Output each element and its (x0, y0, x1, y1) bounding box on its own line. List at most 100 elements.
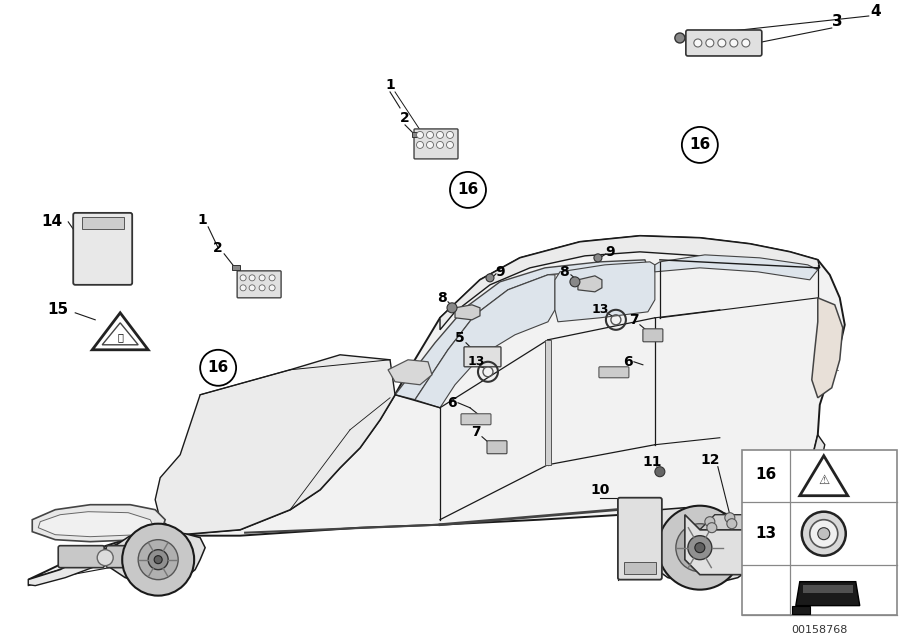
Polygon shape (685, 515, 779, 575)
FancyBboxPatch shape (73, 213, 132, 285)
Circle shape (706, 523, 716, 533)
Circle shape (446, 141, 454, 148)
Circle shape (594, 254, 602, 262)
Circle shape (682, 127, 718, 163)
Text: 2: 2 (400, 111, 410, 125)
Circle shape (436, 141, 444, 148)
Bar (232, 265, 240, 270)
Polygon shape (555, 262, 655, 322)
Text: 1: 1 (385, 78, 395, 92)
FancyBboxPatch shape (237, 271, 281, 298)
Polygon shape (38, 512, 155, 537)
Text: 16: 16 (755, 467, 777, 482)
Circle shape (730, 39, 738, 47)
Text: 8: 8 (559, 265, 569, 279)
FancyBboxPatch shape (618, 498, 662, 579)
Text: 7: 7 (629, 313, 639, 327)
Polygon shape (640, 508, 761, 584)
FancyBboxPatch shape (58, 546, 104, 568)
Polygon shape (710, 435, 824, 536)
Circle shape (427, 141, 434, 148)
Text: 15: 15 (48, 302, 68, 317)
Text: 2: 2 (213, 241, 223, 255)
FancyBboxPatch shape (487, 441, 507, 453)
Circle shape (450, 172, 486, 208)
FancyBboxPatch shape (464, 347, 501, 367)
Circle shape (427, 132, 434, 139)
Polygon shape (803, 584, 853, 593)
Polygon shape (28, 236, 845, 579)
Polygon shape (655, 255, 818, 280)
Circle shape (417, 132, 424, 139)
Circle shape (154, 556, 162, 563)
Circle shape (718, 39, 725, 47)
Circle shape (139, 540, 178, 579)
Circle shape (259, 285, 266, 291)
Polygon shape (440, 236, 820, 330)
Text: 4: 4 (870, 4, 881, 20)
Text: 16: 16 (208, 360, 229, 375)
Circle shape (447, 303, 457, 313)
Circle shape (446, 132, 454, 139)
Text: 8: 8 (437, 291, 447, 305)
Circle shape (269, 285, 275, 291)
Text: 🔆: 🔆 (117, 332, 123, 342)
Text: 13: 13 (591, 303, 608, 316)
Polygon shape (796, 582, 860, 605)
Bar (742, 450, 896, 614)
Text: 12: 12 (700, 453, 720, 467)
Circle shape (658, 506, 742, 590)
Circle shape (810, 520, 838, 548)
Text: 13: 13 (755, 526, 777, 541)
Bar (412, 132, 420, 137)
Circle shape (148, 550, 168, 570)
Text: 3: 3 (832, 15, 843, 29)
Polygon shape (415, 275, 555, 408)
Text: 14: 14 (41, 214, 63, 230)
Circle shape (240, 285, 246, 291)
Circle shape (249, 275, 255, 281)
Text: 6: 6 (623, 355, 633, 369)
FancyBboxPatch shape (686, 30, 761, 56)
Circle shape (676, 523, 724, 572)
Circle shape (688, 536, 712, 560)
Circle shape (802, 512, 846, 556)
Polygon shape (32, 505, 166, 542)
Text: ⚠: ⚠ (818, 474, 830, 487)
Polygon shape (388, 360, 432, 385)
Polygon shape (155, 355, 395, 535)
Polygon shape (578, 276, 602, 292)
Bar (745, 558, 777, 572)
Text: 00158768: 00158768 (792, 625, 848, 635)
Circle shape (240, 275, 246, 281)
Text: 16: 16 (689, 137, 710, 153)
FancyBboxPatch shape (106, 546, 152, 568)
Circle shape (818, 528, 830, 540)
Text: 16: 16 (457, 183, 479, 197)
Polygon shape (395, 260, 648, 400)
Circle shape (745, 513, 755, 523)
FancyBboxPatch shape (414, 129, 458, 159)
Text: 6: 6 (447, 396, 457, 410)
Bar (624, 562, 656, 574)
Circle shape (417, 141, 424, 148)
Circle shape (655, 467, 665, 477)
Circle shape (675, 33, 685, 43)
Circle shape (695, 543, 705, 553)
Text: 10: 10 (590, 483, 609, 497)
FancyBboxPatch shape (643, 329, 663, 342)
Text: 5: 5 (455, 331, 465, 345)
Circle shape (694, 39, 702, 47)
Text: 1: 1 (197, 213, 207, 227)
Circle shape (249, 285, 255, 291)
Bar (544, 340, 551, 465)
Polygon shape (700, 515, 779, 530)
Bar (82, 217, 124, 229)
Circle shape (97, 550, 113, 565)
Polygon shape (812, 298, 842, 398)
Circle shape (706, 39, 714, 47)
Text: 7: 7 (472, 425, 481, 439)
Text: 9: 9 (605, 245, 615, 259)
Circle shape (200, 350, 236, 386)
Circle shape (727, 519, 737, 529)
